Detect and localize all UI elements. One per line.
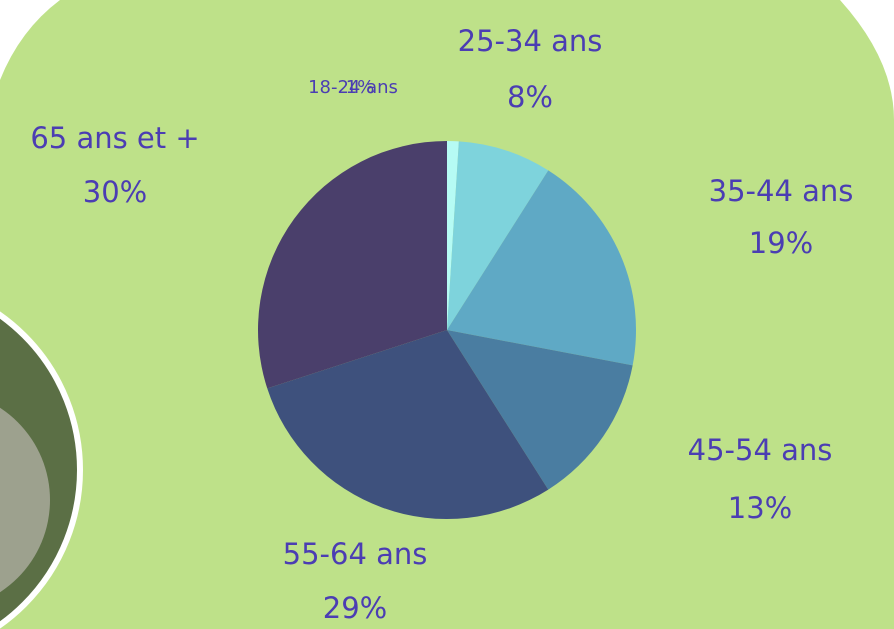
- value-label: 29%: [323, 591, 387, 625]
- category-label: 35-44 ans: [709, 174, 854, 208]
- pie: [258, 141, 636, 519]
- category-label: 25-34 ans: [458, 24, 603, 58]
- value-label: 19%: [749, 226, 813, 260]
- category-label: 45-54 ans: [688, 433, 833, 467]
- value-label: 1%: [346, 77, 375, 98]
- category-label: 65 ans et +: [30, 121, 199, 155]
- value-label: 30%: [83, 175, 147, 209]
- value-label: 13%: [728, 491, 792, 525]
- category-label: 55-64 ans: [283, 537, 428, 571]
- value-label: 8%: [507, 80, 553, 114]
- chart: 18-24 ans1%25-34 ans8%35-44 ans19%45-54 …: [0, 0, 894, 629]
- page: {"chart_data": {"type": "pie", "categori…: [0, 0, 894, 629]
